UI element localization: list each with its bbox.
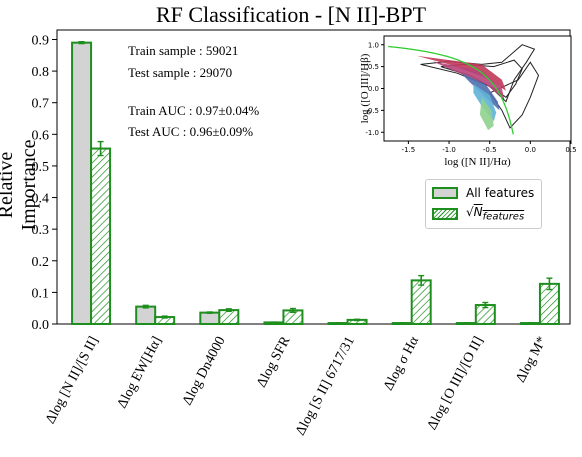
y-tick-label: 0.2 bbox=[32, 255, 50, 270]
y-tick-label: 0.7 bbox=[32, 97, 50, 112]
y-axis-label: Relative Importance bbox=[0, 139, 40, 231]
test-sample-annotation: Test sample : 29070 bbox=[128, 65, 233, 80]
bar-all-features bbox=[71, 41, 93, 325]
legend: All features √Nfeatures bbox=[425, 179, 542, 229]
chart-title: RF Classification - [N II]-BPT bbox=[155, 2, 427, 27]
sqrt-n-text: N bbox=[473, 205, 483, 220]
inset-contour-agn bbox=[488, 61, 540, 129]
legend-label-all-features: All features bbox=[466, 186, 535, 200]
inset-y-tick-label: 0.5 bbox=[368, 63, 379, 71]
test-auc-annotation: Test AUC : 0.96±0.09% bbox=[128, 124, 254, 139]
inset-y-tick-label: 0.0 bbox=[368, 85, 379, 93]
inset-x-tick-label: 0.5 bbox=[565, 146, 576, 154]
legend-swatch-sqrt-n bbox=[432, 208, 458, 220]
plot-frame bbox=[56, 29, 571, 325]
bar-sqrt-n-features bbox=[218, 309, 240, 326]
inset-y-axis-label: log ([O III]/Hβ) bbox=[359, 53, 371, 123]
inset-x-axis-label: log ([N II]/Hα) bbox=[444, 156, 511, 168]
train-sample-annotation: Train sample : 59021 bbox=[128, 43, 239, 58]
bar-all-features bbox=[135, 305, 157, 326]
train-auc-annotation: Train AUC : 0.97±0.04% bbox=[128, 103, 260, 118]
y-tick-label: 0.4 bbox=[32, 192, 50, 207]
y-tick-label: 0.5 bbox=[32, 160, 50, 175]
sqrt-n-subscript: features bbox=[482, 211, 525, 223]
sqrt-radicand: Nfeatures bbox=[473, 205, 525, 222]
legend-swatch-all-features bbox=[432, 187, 458, 199]
inset-bpt: -1.5 -1.0 -0.5 0.0 0.5 -1.0 -0.5 0.0 0.5 1.0 log (… bbox=[359, 35, 577, 168]
inset-sf-band bbox=[416, 55, 506, 91]
inset-x-tick-label: -0.5 bbox=[483, 146, 497, 154]
legend-label-sqrt-n: √Nfeatures bbox=[466, 205, 524, 222]
y-tick-label: 0.1 bbox=[32, 286, 50, 301]
legend-entry-all-features: All features bbox=[432, 185, 534, 201]
inset-y-tick-label: 1.0 bbox=[368, 41, 379, 49]
inset-x-tick-label: -1.0 bbox=[442, 146, 456, 154]
sqrt-symbol: √ bbox=[466, 205, 474, 220]
inset-y-tick-label: -1.0 bbox=[365, 129, 379, 137]
bar-sqrt-n-features bbox=[410, 279, 432, 326]
y-tick-label: 0.8 bbox=[32, 65, 50, 80]
bar-all-features bbox=[199, 311, 221, 325]
inset-y-tick-label: -0.5 bbox=[365, 107, 379, 115]
bar-sqrt-n-features bbox=[90, 147, 112, 325]
y-tick-label: 0.3 bbox=[32, 223, 50, 238]
y-tick-label: 0.6 bbox=[32, 128, 50, 143]
legend-entry-sqrt-n: √Nfeatures bbox=[432, 205, 524, 223]
inset-kauffmann-line bbox=[388, 45, 514, 135]
inset-sf-band bbox=[479, 97, 494, 131]
inset-x-tick-label: -1.5 bbox=[402, 146, 416, 154]
inset-x-tick-label: 0.0 bbox=[525, 146, 536, 154]
y-tick-label: 0.9 bbox=[32, 33, 50, 48]
y-tick-label: 0.0 bbox=[32, 318, 50, 333]
